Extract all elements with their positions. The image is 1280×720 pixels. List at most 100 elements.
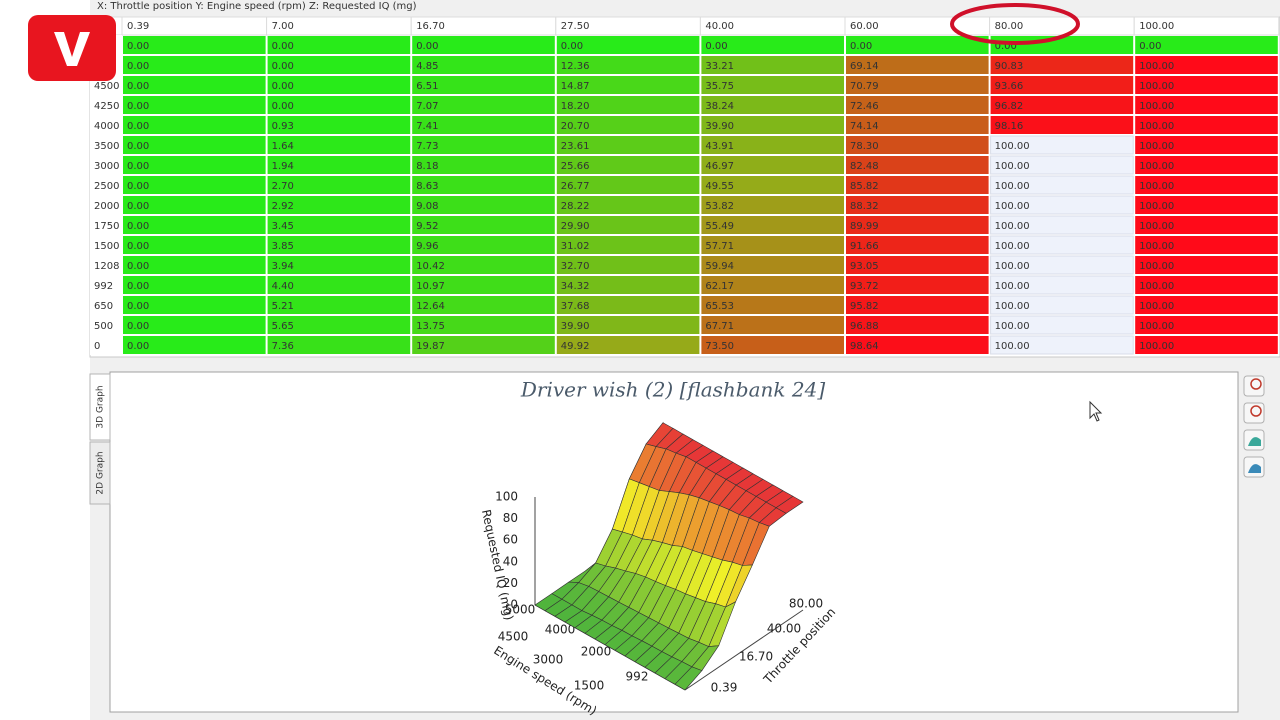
cell-value: 9.52 (416, 221, 438, 232)
column-header: 60.00 (850, 21, 879, 32)
cell-value: 98.64 (850, 341, 879, 352)
cell (701, 136, 844, 154)
cell (846, 96, 989, 114)
cell (846, 316, 989, 334)
cell-value: 7.41 (416, 121, 438, 132)
cell-value: 73.50 (705, 341, 734, 352)
cell (412, 196, 555, 214)
cell (990, 116, 1134, 134)
row-header: 4250 (94, 101, 119, 112)
zoom-in-button[interactable] (1243, 375, 1265, 397)
cell (846, 296, 989, 314)
row-header-cell (90, 155, 122, 175)
cell (123, 336, 266, 354)
cell (846, 76, 989, 94)
cell (990, 255, 1134, 275)
cell-value: 0.00 (561, 41, 583, 52)
cell (701, 296, 844, 314)
cell-value: 37.68 (561, 301, 590, 312)
cell-value: 32.70 (561, 261, 590, 272)
cell-value: 91.66 (850, 241, 879, 252)
cell (701, 216, 844, 234)
cell-value: 0.00 (1139, 41, 1161, 52)
cell (990, 76, 1134, 94)
row-header-cell (90, 195, 122, 215)
cell-value: 49.92 (561, 341, 590, 352)
cell-value: 85.82 (850, 181, 879, 192)
cell-value: 100.00 (995, 341, 1030, 352)
cell (267, 336, 411, 354)
cell (1135, 116, 1278, 134)
cell-value: 2.92 (272, 201, 294, 212)
cell-value: 93.66 (995, 81, 1024, 92)
cell (267, 216, 411, 234)
cell-value: 90.83 (995, 61, 1024, 72)
cell (990, 315, 1134, 335)
cell (123, 56, 266, 74)
logo (28, 15, 116, 81)
cell-value: 49.55 (705, 181, 734, 192)
cell-value: 0.00 (127, 41, 149, 52)
y-tick-label: 2000 (581, 645, 612, 659)
row-header-cell (90, 215, 122, 235)
cell (123, 176, 266, 194)
cell (701, 36, 844, 54)
cell (990, 195, 1134, 215)
cell-value: 9.96 (416, 241, 438, 252)
cell (556, 56, 700, 74)
cell-value: 12.64 (416, 301, 445, 312)
cell-value: 98.16 (995, 121, 1024, 132)
cell-value: 18.20 (561, 101, 590, 112)
cell-value: 100.00 (1139, 341, 1174, 352)
row-header-cell (90, 335, 122, 355)
column-header-cell (1133, 16, 1280, 36)
cell (123, 276, 266, 294)
cell (846, 176, 989, 194)
graph-tab[interactable] (89, 441, 111, 505)
row-header-cell (90, 95, 122, 115)
cell (267, 36, 411, 54)
graph-tab[interactable] (89, 373, 111, 441)
cell (412, 156, 555, 174)
cell-value: 0.00 (272, 61, 294, 72)
row-header: 1500 (94, 241, 119, 252)
cell-value: 100.00 (1139, 221, 1174, 232)
cell-value: 0.00 (127, 261, 149, 272)
cell-value: 59.94 (705, 261, 734, 272)
cell (556, 116, 700, 134)
column-header: 80.00 (995, 21, 1024, 32)
cell (701, 96, 844, 114)
cell-value: 74.14 (850, 121, 879, 132)
cell-value: 9.08 (416, 201, 438, 212)
cell (990, 175, 1134, 195)
cell (701, 156, 844, 174)
table: 0.39 7.00 16.70 27.50 40.00 60.00 80.00 100.00 0… (89, 16, 1280, 355)
cell-value: 29.90 (561, 221, 590, 232)
cell-value: 89.99 (850, 221, 879, 232)
cell-value: 69.14 (850, 61, 879, 72)
cell-value: 5.21 (272, 301, 294, 312)
cell-value: 0.00 (127, 161, 149, 172)
cell (1135, 336, 1278, 354)
cell-value: 82.48 (850, 161, 879, 172)
cell (701, 76, 844, 94)
cell-value: 4.40 (272, 281, 294, 292)
cell (990, 155, 1134, 175)
cell (412, 336, 555, 354)
cell-value: 0.00 (272, 101, 294, 112)
cell-value: 3.45 (272, 221, 294, 232)
zoom-out-button[interactable] (1243, 402, 1265, 424)
graph-tab-label: 3D Graph (96, 385, 106, 428)
cell-value: 100.00 (1139, 81, 1174, 92)
cell (990, 335, 1134, 355)
cell (990, 275, 1134, 295)
cell (123, 236, 266, 254)
cell (412, 276, 555, 294)
cell-value: 31.02 (561, 241, 590, 252)
cell-value: 0.00 (272, 81, 294, 92)
cell (412, 36, 555, 54)
cell (701, 196, 844, 214)
cell-value: 8.18 (416, 161, 438, 172)
cell (846, 256, 989, 274)
